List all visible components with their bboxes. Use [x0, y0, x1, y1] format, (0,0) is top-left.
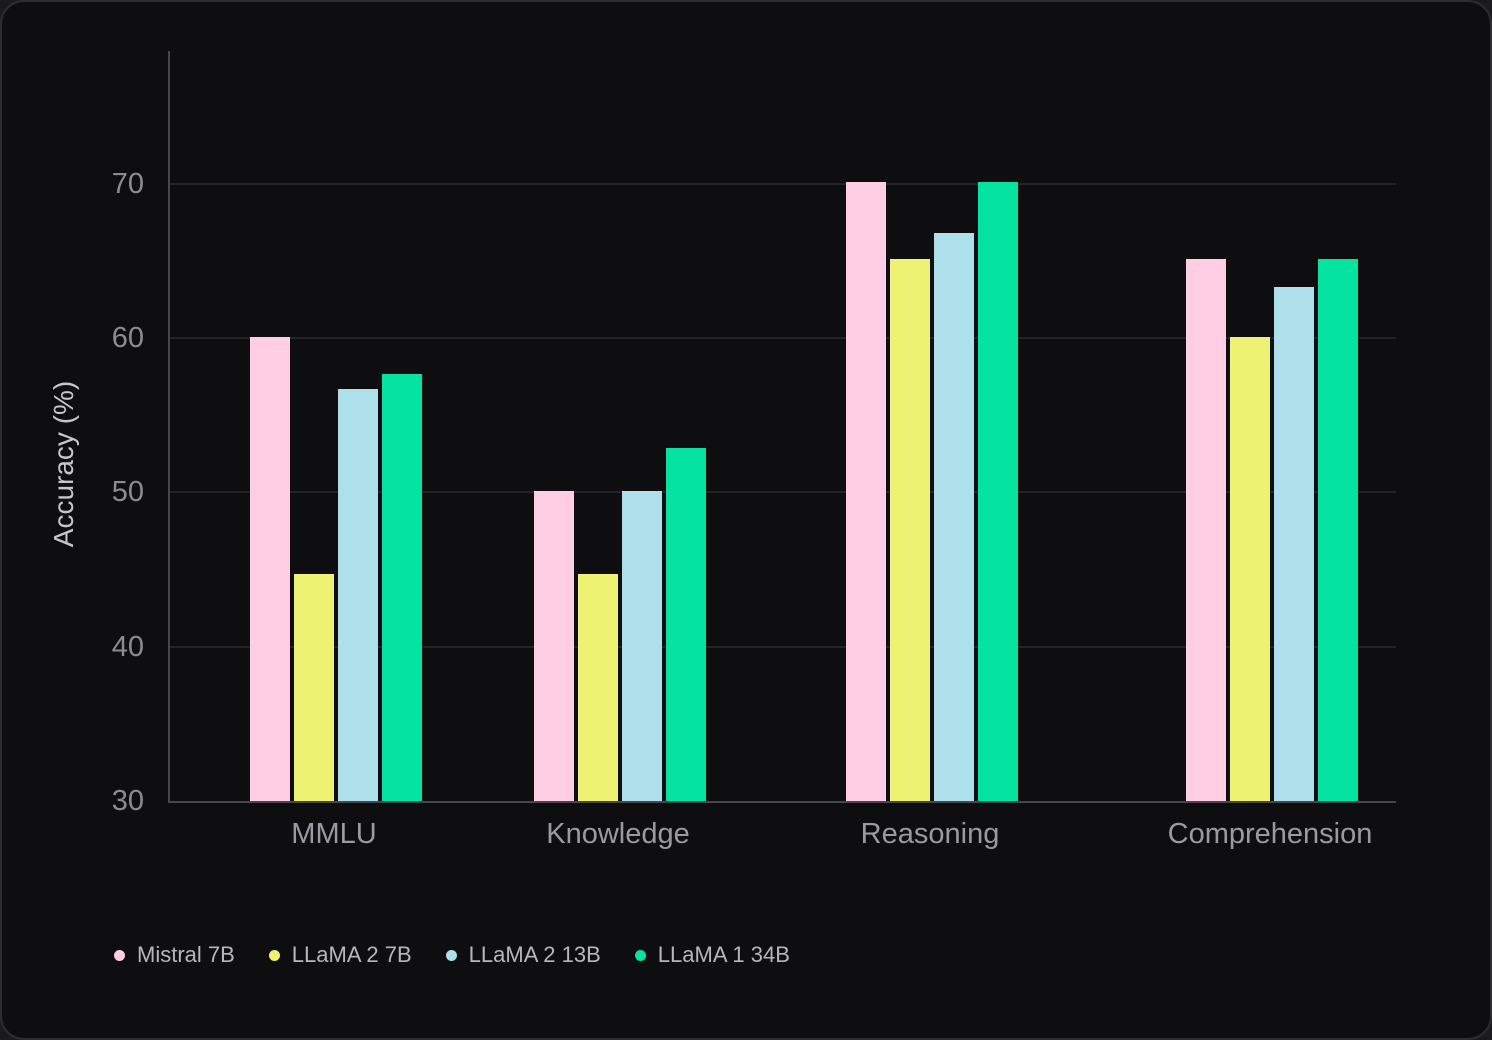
y-tick-label-50: 50	[111, 476, 144, 509]
bar-llama-2-13b-comprehension	[1274, 287, 1314, 801]
bar-llama-1-34b-knowledge	[666, 447, 706, 801]
bar-llama-2-13b-knowledge	[622, 490, 662, 801]
legend-item-llama-2-7b[interactable]: LLaMA 2 7B	[268, 942, 412, 968]
y-tick-label-40: 40	[111, 630, 144, 663]
bar-llama-1-34b-mmlu	[382, 373, 422, 801]
bar-llama-2-7b-mmlu	[294, 574, 334, 801]
y-tick-label-70: 70	[111, 167, 144, 200]
legend-dot-icon	[445, 949, 457, 961]
gridline-y-50	[170, 491, 1396, 494]
bar-group-comprehension	[1186, 51, 1358, 801]
legend: Mistral 7B LLaMA 2 7B LLaMA 2 13B LLaMA 1 3…	[114, 942, 790, 968]
bar-mistral-7b-knowledge	[534, 490, 574, 801]
bar-llama-2-7b-reasoning	[890, 259, 930, 801]
x-category-label-knowledge: Knowledge	[546, 818, 690, 850]
legend-label: Mistral 7B	[137, 942, 235, 967]
legend-item-llama-2-13b[interactable]: LLaMA 2 13B	[445, 942, 601, 968]
legend-dot-icon	[114, 949, 125, 961]
bar-group-mmlu	[250, 51, 422, 801]
y-tick-label-60: 60	[111, 322, 144, 355]
x-category-label-reasoning: Reasoning	[860, 818, 1000, 850]
bar-group-reasoning	[846, 51, 1018, 801]
gridline-y-70	[170, 182, 1396, 185]
gridline-y-60	[170, 337, 1396, 340]
bar-llama-1-34b-comprehension	[1318, 259, 1358, 801]
x-category-label-mmlu: MMLU	[291, 818, 377, 850]
gridline-y-40	[170, 645, 1396, 648]
x-category-label-comprehension: Comprehension	[1167, 818, 1373, 850]
bar-llama-2-13b-reasoning	[934, 233, 974, 801]
bar-llama-1-34b-reasoning	[978, 182, 1018, 801]
bar-mistral-7b-comprehension	[1186, 259, 1226, 801]
bar-llama-2-13b-mmlu	[338, 388, 378, 801]
bar-llama-2-7b-knowledge	[578, 574, 618, 801]
y-axis-title: Accuracy (%)	[48, 380, 79, 548]
bar-mistral-7b-reasoning	[846, 182, 886, 801]
plot-area	[168, 51, 1396, 803]
legend-dot-icon	[268, 949, 280, 961]
bar-llama-2-7b-comprehension	[1230, 336, 1270, 801]
bar-group-knowledge	[534, 51, 706, 801]
legend-label: LLaMA 2 7B	[291, 942, 412, 967]
legend-label: LLaMA 1 34B	[657, 942, 790, 967]
bar-mistral-7b-mmlu	[250, 336, 290, 801]
legend-label: LLaMA 2 13B	[468, 942, 601, 967]
y-tick-label-30: 30	[111, 785, 144, 817]
legend-item-mistral-7b[interactable]: Mistral 7B	[114, 942, 235, 968]
legend-dot-icon	[634, 949, 646, 961]
legend-item-llama-1-34b[interactable]: LLaMA 1 34B	[634, 942, 790, 968]
